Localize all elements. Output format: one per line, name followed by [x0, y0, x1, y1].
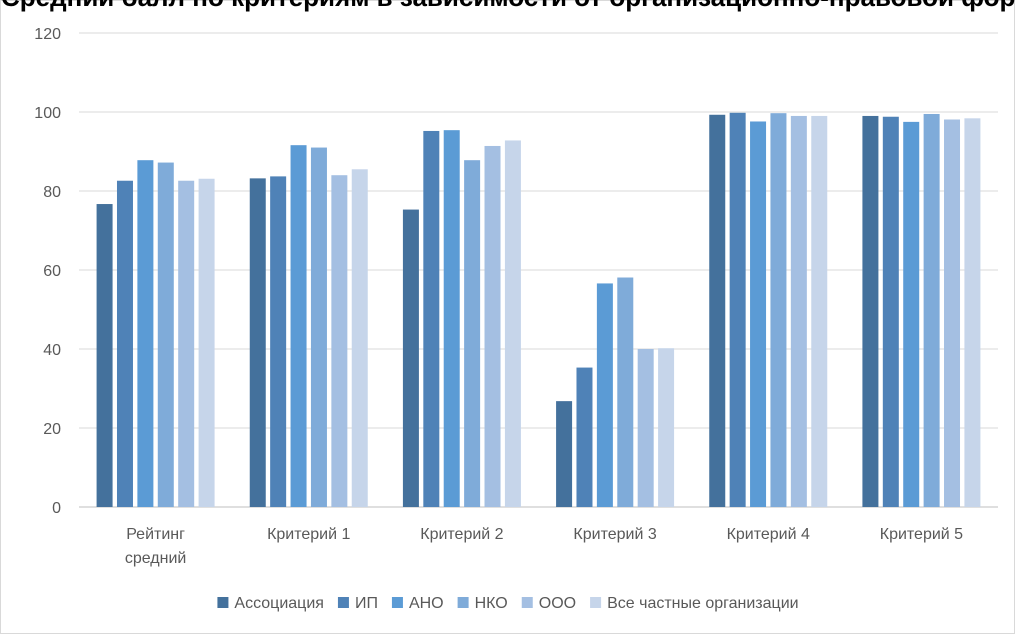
bar — [402, 209, 419, 507]
bar — [903, 121, 920, 507]
bar — [709, 114, 726, 507]
legend-item: Все частные организации — [590, 595, 799, 612]
y-tick-label: 20 — [43, 421, 61, 438]
bar — [310, 147, 327, 508]
bar — [811, 115, 828, 507]
bar — [556, 401, 573, 507]
bar — [923, 113, 940, 507]
bar — [658, 348, 675, 507]
x-tick-label: Критерий 5 — [880, 526, 963, 543]
bar — [770, 113, 787, 507]
legend-label: НКО — [475, 595, 508, 612]
legend-swatch — [590, 597, 602, 608]
bars — [96, 112, 981, 508]
legend-item: ООО — [521, 595, 576, 612]
legend-swatch — [521, 597, 533, 608]
bar — [423, 130, 440, 507]
bar — [882, 116, 899, 508]
legend-label: АНО — [409, 595, 444, 612]
legend-item: Ассоциация — [217, 595, 324, 612]
bar — [290, 145, 307, 507]
legend: Ассоциация ИП АНО НКО ООО Все частные организ… — [217, 595, 799, 612]
x-tick-label: Критерий 3 — [573, 526, 656, 543]
legend-label: ООО — [539, 595, 576, 612]
chart-title: Средний балл по критериям в зависимости … — [1, 0, 1016, 12]
y-tick-label: 80 — [43, 184, 61, 201]
y-axis-tick-labels: 0 20 40 60 80 100 120 — [34, 26, 61, 517]
y-tick-label: 40 — [43, 342, 61, 359]
x-tick-label: Рейтинг средний — [125, 526, 187, 567]
bar — [576, 367, 593, 507]
bar — [351, 169, 368, 507]
bar — [617, 277, 634, 507]
legend-item: АНО — [391, 595, 444, 612]
bar — [944, 119, 961, 507]
legend-item: НКО — [457, 595, 508, 612]
x-tick-label: Критерий 1 — [267, 526, 350, 543]
bar — [137, 160, 154, 507]
y-tick-label: 60 — [43, 263, 61, 280]
bar — [790, 115, 807, 507]
y-tick-label: 100 — [34, 105, 61, 122]
x-axis-category-labels: Рейтинг средний Критерий 1 Критерий 2 Критер… — [125, 526, 963, 567]
bar — [504, 140, 521, 507]
legend-label: Ассоциация — [234, 595, 324, 612]
x-tick-label: Критерий 4 — [727, 526, 810, 543]
bar — [964, 118, 981, 507]
bar — [331, 175, 348, 507]
legend-label: ИП — [355, 595, 378, 612]
bar — [198, 178, 215, 507]
bar — [637, 349, 654, 507]
legend-label: Все частные организации — [607, 595, 798, 612]
bar — [596, 283, 613, 507]
bar — [484, 145, 501, 507]
legend-swatch — [337, 597, 349, 608]
bar — [96, 204, 113, 507]
legend-swatch — [217, 597, 229, 608]
bar — [750, 121, 767, 507]
x-tick-label: Критерий 2 — [420, 526, 503, 543]
bar — [270, 176, 287, 507]
legend-item: ИП — [337, 595, 378, 612]
y-tick-label: 0 — [52, 500, 61, 517]
grid-layer — [79, 32, 998, 508]
bar — [178, 180, 195, 508]
bar — [862, 115, 879, 507]
y-tick-label: 120 — [34, 26, 61, 43]
bar — [157, 162, 174, 507]
bar — [729, 112, 746, 507]
bar — [249, 178, 266, 508]
bar — [116, 180, 133, 508]
bar — [464, 160, 481, 507]
legend-swatch — [391, 597, 403, 608]
bar — [443, 130, 460, 508]
legend-swatch — [457, 597, 469, 608]
